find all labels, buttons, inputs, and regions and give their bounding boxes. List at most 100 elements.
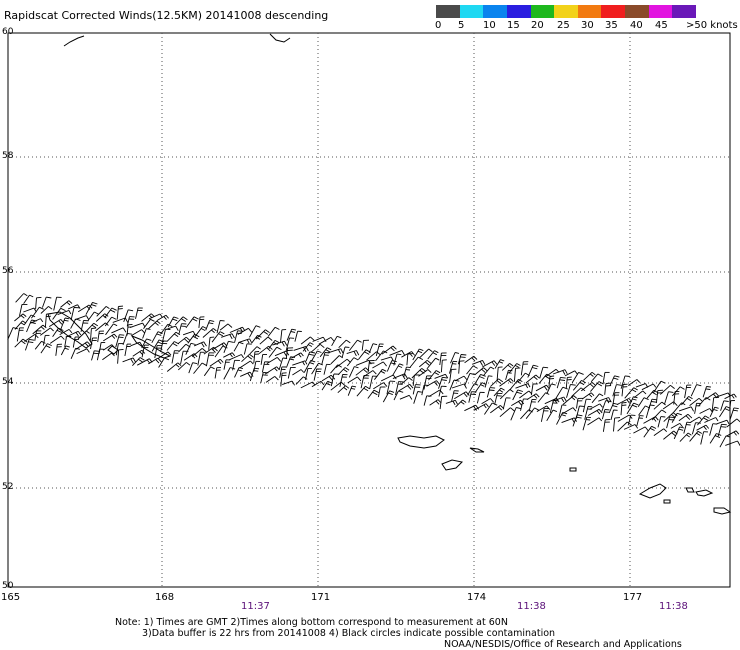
wind-barb [131,329,145,336]
wind-barb [670,423,683,429]
wind-barb [725,430,740,437]
colorbar-swatch [625,5,649,18]
wind-barb [203,366,215,377]
wind-barb [458,360,465,374]
wind-barb [525,374,540,384]
wind-barb [26,319,37,333]
wind-barb [14,338,28,348]
note-line-2: 3)Data buffer is 22 hrs from 20141008 4)… [142,628,556,639]
wind-barb [450,352,460,364]
latitude-label: 60 [2,27,14,37]
wind-barb [278,357,288,371]
wind-barb [576,397,583,409]
wind-barb [205,319,215,331]
wind-barb [209,358,224,367]
longitude-label: 174 [467,592,487,603]
wind-barb [264,366,280,375]
island-outline [397,435,445,449]
wind-barb [274,350,290,357]
wind-barb [502,397,511,410]
wind-barb [331,335,342,347]
wind-barb [409,356,424,368]
wind-barb [589,403,603,410]
wind-barb [381,345,397,355]
wind-barb [44,313,52,328]
wind-barb [223,367,236,380]
wind-barb [584,406,593,420]
wind-barb [426,357,440,370]
wind-barb [158,351,172,359]
colorbar-swatch [436,5,460,18]
wind-barb [249,325,261,338]
wind-barb [223,359,231,370]
wind-barb [255,329,270,340]
wind-barb [419,348,433,359]
wind-barb [377,386,386,398]
wind-barb [490,405,505,414]
wind-barb [501,363,514,371]
wind-barb [60,317,70,331]
credit-line: NOAA/NESDIS/Office of Research and Appli… [444,639,682,650]
wind-barb [380,356,394,362]
wind-barb [540,407,549,422]
wind-barb [59,329,73,335]
wind-barb [52,327,64,338]
wind-barb [476,391,485,404]
wind-barb [123,309,134,323]
wind-barb [548,375,555,387]
wind-barb [91,350,100,361]
wind-barb [400,377,413,385]
wind-barb [587,408,603,416]
wind-barb [699,408,713,414]
wind-barb [641,383,657,391]
wind-barb [582,416,591,431]
wind-barb [627,414,636,426]
mainland-coast [269,33,291,43]
wind-barb [624,387,638,399]
wind-barb [177,336,191,345]
wind-barb [87,311,99,321]
wind-barb [338,339,351,349]
wind-barb [399,394,413,400]
wind-barb [653,428,668,436]
colorbar-label: 10 [483,20,496,31]
wind-barb [249,346,261,355]
wind-barb [711,396,719,412]
wind-barb [174,316,188,326]
wind-barb [42,334,50,346]
wind-barbs [7,293,740,448]
wind-barb [24,338,35,351]
wind-barb [720,400,729,411]
wind-barb [439,395,448,410]
wind-barb [141,344,149,358]
wind-barb [160,340,168,353]
wind-barb [464,372,475,386]
wind-barb [581,381,596,392]
wind-barb [590,373,603,383]
latitude-label: 54 [2,377,14,387]
island-outline [130,334,172,359]
wind-barb [104,307,117,319]
wind-barb [468,391,477,403]
wind-barb [368,343,378,354]
wind-barb [438,385,447,397]
wind-barb [657,416,666,428]
wind-barb [41,296,52,308]
wind-barb [678,406,694,412]
wind-barb [311,380,325,388]
wind-barb [272,340,288,347]
wind-barb [223,340,234,353]
wind-barb [253,360,261,372]
wind-barb [612,384,622,397]
wind-barb [287,366,296,379]
wind-barb [49,335,65,344]
wind-barb [582,398,591,413]
wind-barb [555,386,568,399]
wind-barb [347,376,362,384]
colorbar-label: 40 [630,20,643,31]
wind-barb [474,367,488,376]
wind-barb [347,385,357,396]
wind-barb [509,379,523,391]
wind-barb [474,382,486,394]
wind-barb [494,392,503,405]
